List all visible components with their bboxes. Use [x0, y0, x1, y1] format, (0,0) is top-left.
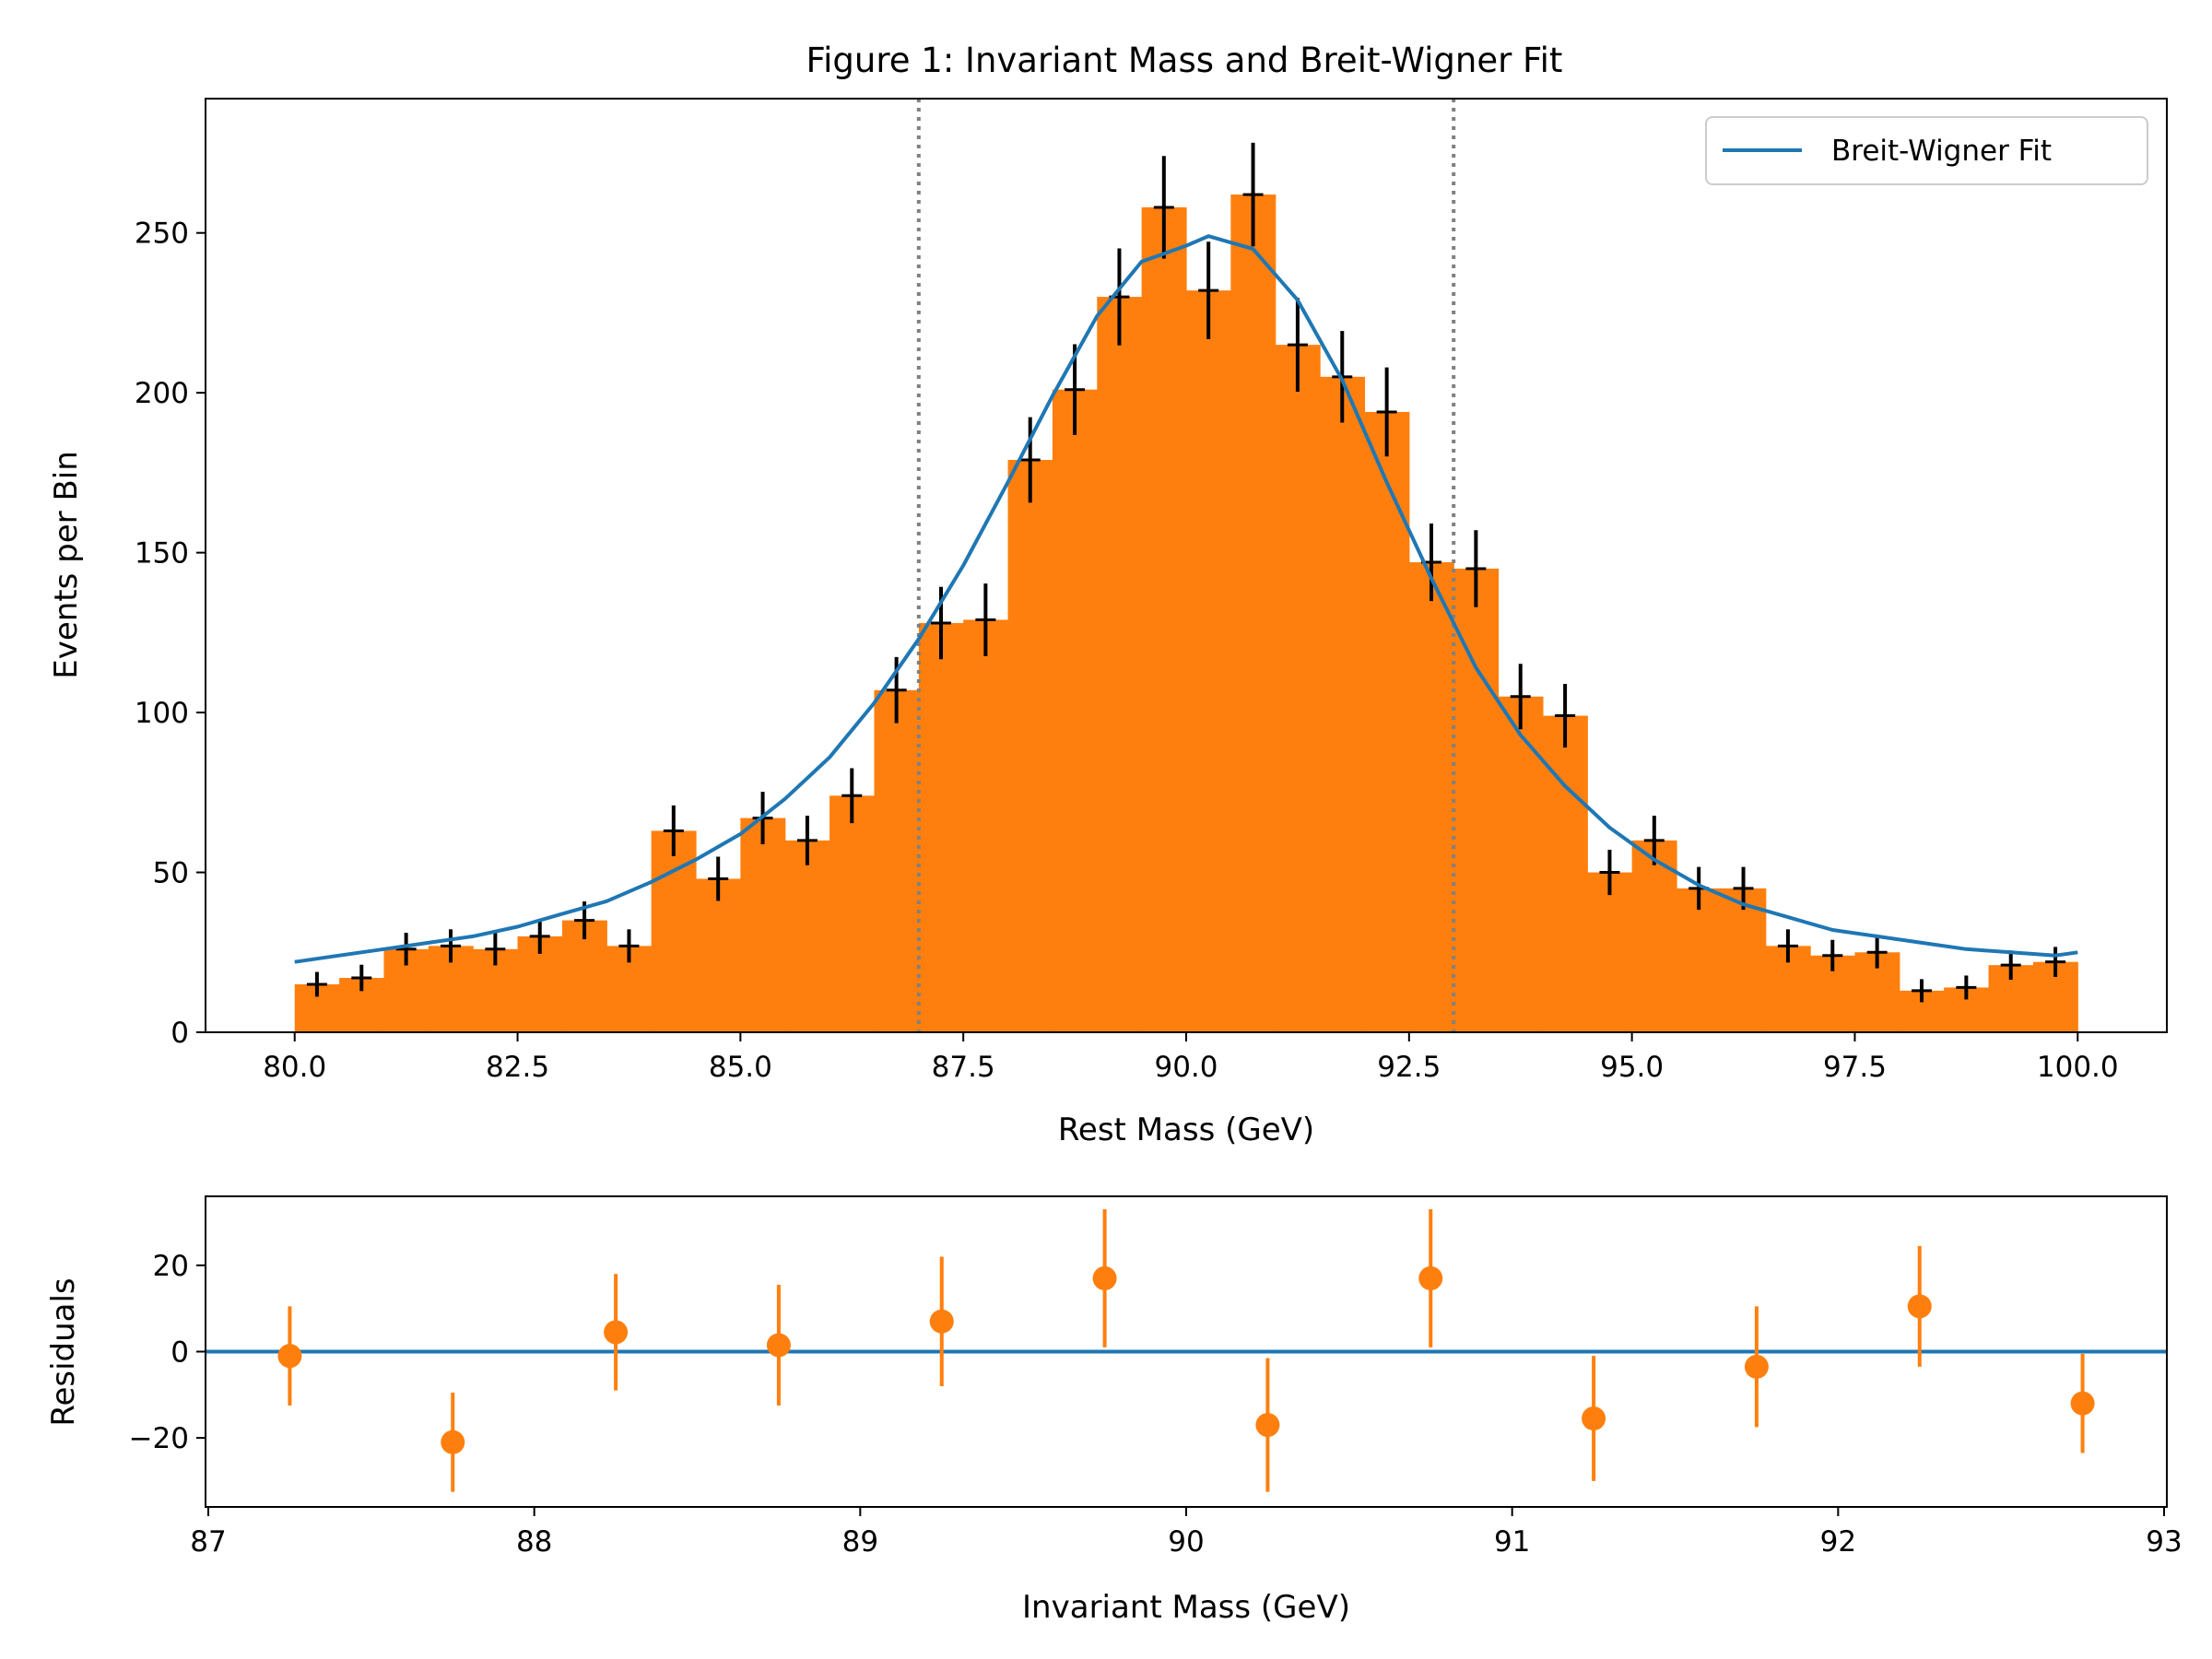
histogram-bar [874, 689, 920, 1032]
legend-entry-label: Breit-Wigner Fit [1831, 135, 2052, 168]
histogram-bars [294, 194, 2078, 1033]
histogram-bar [1542, 715, 1588, 1032]
histogram-bar [1587, 872, 1633, 1032]
residual-x-tick-label: 92 [1820, 1525, 1856, 1559]
residual-y-tick-label: 0 [171, 1336, 189, 1370]
residual-point [2070, 1391, 2095, 1416]
histogram-bar [1141, 206, 1187, 1033]
histogram-bar [1007, 460, 1053, 1033]
histogram-bar [1052, 389, 1098, 1032]
histogram-bar [1097, 297, 1143, 1032]
y-tick-label: 150 [135, 537, 189, 571]
residual-point [277, 1344, 302, 1369]
residual-point [1582, 1406, 1606, 1431]
x-axis-label: Rest Mass (GeV) [1058, 1112, 1314, 1148]
residual-point [1255, 1413, 1280, 1438]
y-axis-ticks: 0 50 100 150 200 250 [135, 218, 206, 1050]
histogram-bar [830, 795, 876, 1032]
legend: Breit-Wigner Fit [1705, 116, 2148, 185]
residual-point [604, 1320, 629, 1345]
histogram-bar [1721, 888, 1767, 1032]
residual-y-axis-label: Residuals [45, 1277, 82, 1426]
histogram-frame [205, 98, 2168, 1033]
histogram-bar [1631, 840, 1677, 1032]
residual-point [1418, 1265, 1443, 1290]
residual-x-tick-label: 91 [1494, 1525, 1530, 1559]
histogram-bar [1186, 290, 1231, 1032]
fit-curve-group [294, 234, 2078, 964]
residual-point [766, 1333, 791, 1358]
x-tick-label: 90.0 [1154, 1051, 1218, 1084]
y-tick-label: 250 [135, 218, 189, 251]
residual-x-tick-label: 88 [516, 1525, 552, 1559]
histogram-bar [696, 878, 741, 1032]
residual-point [1092, 1265, 1117, 1290]
x-tick-label: 85.0 [709, 1051, 772, 1084]
residual-point [1907, 1294, 1932, 1319]
histogram-bar [963, 619, 1009, 1032]
y-tick-label: 200 [135, 377, 189, 410]
residual-x-tick-label: 89 [842, 1525, 878, 1559]
residual-points [277, 1209, 2095, 1492]
y-axis-label: Events per Bin [48, 451, 85, 679]
histogram-bar [918, 622, 964, 1032]
x-tick-label: 95.0 [1600, 1051, 1664, 1084]
x-tick-label: 92.5 [1377, 1051, 1441, 1084]
residual-x-tick-label: 87 [190, 1525, 226, 1559]
residual-x-tick-label: 93 [2146, 1525, 2182, 1559]
histogram-bar [784, 840, 830, 1032]
histogram-panel: 80.0 82.5 85.0 87.5 90.0 92.5 95.0 97.5 100.0 0 5… [48, 98, 2168, 1148]
residuals-frame [205, 1195, 2168, 1508]
histogram-bar [1408, 562, 1454, 1032]
figure-title: Figure 1: Invariant Mass and Breit-Wigne… [806, 41, 1563, 80]
x-tick-label: 97.5 [1823, 1051, 1887, 1084]
histogram-bar [1320, 376, 1366, 1032]
histogram-bar [1498, 696, 1544, 1032]
x-tick-label: 100.0 [2037, 1051, 2119, 1084]
fit-curve [294, 234, 2078, 964]
residual-x-axis-label: Invariant Mass (GeV) [1022, 1589, 1350, 1626]
x-tick-label: 87.5 [932, 1051, 995, 1084]
y-tick-label: 0 [171, 1017, 189, 1050]
histogram-bar [1453, 568, 1500, 1032]
x-axis-ticks: 80.0 82.5 85.0 87.5 90.0 92.5 95.0 97.5 100.0 [263, 1032, 2119, 1084]
residual-y-axis-ticks: 20 0 −20 [129, 1250, 206, 1455]
residual-point [929, 1309, 954, 1334]
histogram-bar [740, 818, 786, 1032]
histogram-bar [1677, 888, 1722, 1032]
y-tick-label: 50 [153, 857, 189, 890]
y-tick-label: 100 [135, 697, 189, 730]
histogram-bar [1275, 345, 1321, 1032]
x-tick-label: 82.5 [486, 1051, 549, 1084]
histogram-bar [1230, 194, 1277, 1033]
x-tick-label: 80.0 [263, 1051, 326, 1084]
histogram-bar [1364, 411, 1410, 1032]
residuals-panel: 87 88 89 90 91 92 93 20 0 −20 Invariant Mass (Ge… [45, 1195, 2183, 1626]
residual-point [1744, 1354, 1769, 1379]
residual-x-tick-label: 90 [1168, 1525, 1204, 1559]
residual-y-tick-label: 20 [153, 1250, 189, 1283]
residual-y-tick-label: −20 [129, 1422, 189, 1455]
legend-box [1705, 116, 2148, 185]
residual-point [441, 1430, 465, 1454]
residual-x-axis-ticks: 87 88 89 90 91 92 93 [190, 1507, 2183, 1559]
